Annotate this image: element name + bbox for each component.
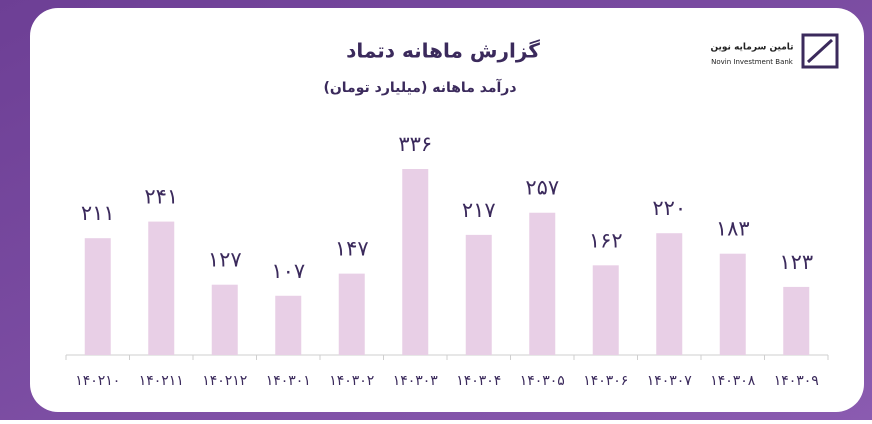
logo-icon-stroke — [806, 38, 834, 64]
value-label: ۲۴۱ — [144, 185, 178, 209]
bar — [275, 295, 302, 355]
x-tick-label: ۱۴۰۳۰۲ — [329, 373, 374, 389]
x-tick-label: ۱۴۰۳۰۱ — [266, 373, 311, 389]
value-label: ۳۳۶ — [398, 132, 432, 156]
bar — [529, 212, 556, 355]
logo-icon — [801, 33, 839, 69]
bar — [592, 265, 619, 355]
value-label: ۲۱۷ — [462, 198, 496, 222]
value-label: ۲۲۰ — [652, 196, 686, 220]
bar — [84, 238, 111, 355]
value-label: ۱۲۳ — [779, 250, 813, 274]
bar — [465, 234, 492, 355]
value-label: ۱۴۷ — [335, 237, 369, 261]
value-label: ۱۲۷ — [208, 248, 242, 272]
x-tick-label: ۱۴۰۳۰۹ — [774, 373, 819, 389]
logo-name: تامین سرمایه نوین — [710, 43, 793, 53]
value-label: ۲۵۷ — [525, 176, 559, 200]
bar — [719, 253, 746, 355]
x-tick-label: ۱۴۰۳۰۶ — [583, 373, 628, 389]
value-label: ۱۰۷ — [271, 259, 305, 283]
card — [30, 8, 864, 412]
value-label: ۱۸۳ — [716, 217, 750, 241]
x-tick-label: ۱۴۰۳۰۴ — [456, 373, 501, 389]
bar — [402, 169, 429, 355]
logo-name-en: Novin Investment Bank — [711, 58, 794, 66]
x-tick-label: ۱۴۰۳۰۳ — [393, 373, 439, 389]
logo: تامین سرمایه نوین Novin Investment Bank — [710, 33, 839, 69]
x-tick-label: ۱۴۰۲۱۱ — [139, 373, 184, 389]
x-tick-label: ۱۴۰۳۰۵ — [520, 373, 565, 389]
x-tick-label: ۱۴۰۲۱۲ — [202, 373, 247, 389]
bar — [338, 273, 365, 355]
bar — [148, 221, 175, 355]
x-tick-label: ۱۴۰۳۰۸ — [710, 373, 756, 389]
chart-title: گزارش ماهانه دتماد — [346, 39, 540, 63]
bar — [656, 233, 683, 355]
value-label: ۱۶۲ — [589, 228, 623, 252]
value-label: ۲۱۱ — [81, 201, 115, 225]
bar — [211, 284, 238, 355]
x-tick-label: ۱۴۰۲۱۰ — [75, 373, 120, 389]
bar — [783, 286, 810, 355]
x-tick-label: ۱۴۰۳۰۷ — [647, 373, 693, 389]
chart-subtitle: درآمد ماهانه (میلیارد تومان) — [323, 78, 516, 96]
